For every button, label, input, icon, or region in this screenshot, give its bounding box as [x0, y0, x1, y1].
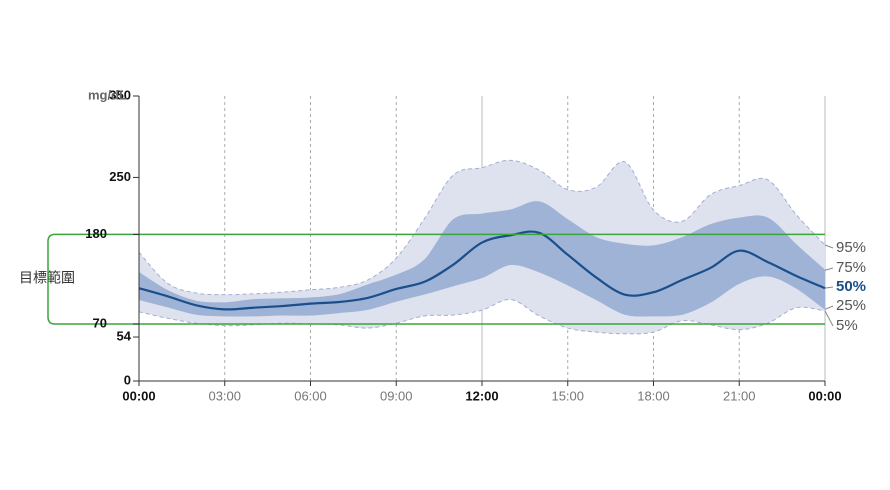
y-unit: mg/dL: [88, 87, 127, 102]
x-tick-label: 21:00: [723, 388, 756, 403]
band-25-75: [139, 201, 825, 317]
label-leader: [824, 244, 834, 249]
x-tick-label: 18:00: [637, 388, 670, 403]
median-line: [138, 230, 826, 311]
y-tick-label: 0: [124, 372, 131, 387]
percentile-line: [138, 159, 826, 296]
percentile-label: 5%: [836, 317, 858, 334]
percentile-line: [138, 201, 826, 304]
y-tick-label: 350: [109, 87, 131, 102]
percentile-label: 25%: [836, 297, 866, 314]
y-tick-label: 54: [117, 328, 132, 343]
y-tick-label: 180: [85, 226, 107, 241]
x-tick-label: 03:00: [208, 388, 241, 403]
x-tick-label: 00:00: [808, 388, 841, 403]
label-leader: [824, 267, 834, 271]
x-tick-label: 15:00: [551, 388, 584, 403]
x-tick-label: 09:00: [380, 388, 413, 403]
target-label: 目標範圍: [19, 270, 75, 286]
label-leader: [824, 305, 834, 310]
y-tick-label: 250: [109, 169, 131, 184]
target-bracket: [47, 233, 80, 325]
label-leader: [824, 286, 834, 289]
percentile-line: [138, 263, 826, 317]
x-tick-label: 00:00: [122, 388, 155, 403]
percentile-label: 95%: [836, 239, 866, 256]
y-tick-label: 70: [93, 315, 107, 330]
x-tick-label: 06:00: [294, 388, 327, 403]
percentile-line: [138, 299, 826, 335]
percentile-label: 50%: [836, 278, 866, 295]
x-tick-label: 12:00: [465, 388, 498, 403]
percentile-label: 75%: [836, 259, 866, 276]
label-leader: [824, 310, 834, 327]
